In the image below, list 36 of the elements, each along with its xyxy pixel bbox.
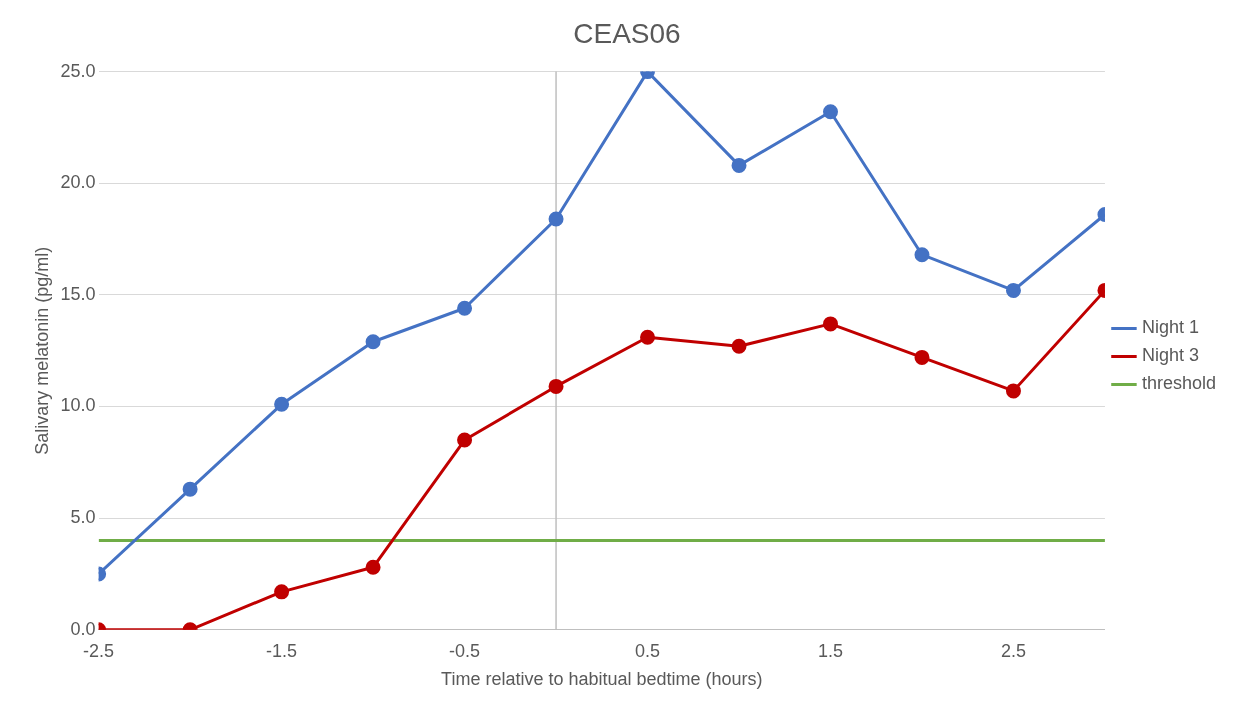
- point: [1005, 282, 1021, 298]
- point: [457, 432, 473, 448]
- point: [823, 316, 838, 332]
- point: [823, 104, 838, 120]
- chart-title: CEAS06: [573, 17, 681, 49]
- y-tick-label: 0.0: [70, 618, 96, 639]
- point: [182, 481, 198, 497]
- point: [548, 211, 564, 227]
- point: [731, 157, 747, 173]
- point: [548, 378, 564, 394]
- legend-label: Night 1: [1141, 317, 1199, 338]
- legend-label: Night 3: [1141, 345, 1199, 366]
- x-tick-label: 0.5: [635, 640, 661, 661]
- x-axis-title: Time relative to habitual bedtime (hours): [441, 669, 763, 690]
- point: [640, 329, 656, 345]
- point: [274, 584, 290, 600]
- y-tick-label: 10.0: [60, 395, 96, 416]
- point: [914, 247, 930, 263]
- y-axis-title: Salivary melatonin (pg/ml): [31, 246, 52, 455]
- y-tick-label: 5.0: [70, 507, 96, 528]
- point: [457, 300, 473, 316]
- y-tick-label: 25.0: [60, 60, 96, 81]
- point: [914, 349, 930, 365]
- x-tick-label: 2.5: [1000, 640, 1026, 661]
- point: [274, 396, 290, 412]
- point: [1005, 383, 1021, 399]
- x-tick-label: -2.5: [83, 640, 115, 661]
- x-tick-label: -0.5: [449, 640, 481, 661]
- point: [365, 559, 381, 575]
- point: [365, 334, 381, 350]
- x-tick-label: -1.5: [266, 640, 298, 661]
- x-tick-label: 1.5: [817, 640, 844, 661]
- y-tick-label: 15.0: [60, 283, 96, 304]
- legend-label: threshold: [1141, 373, 1217, 394]
- point: [731, 338, 747, 354]
- y-tick-label: 20.0: [60, 172, 96, 193]
